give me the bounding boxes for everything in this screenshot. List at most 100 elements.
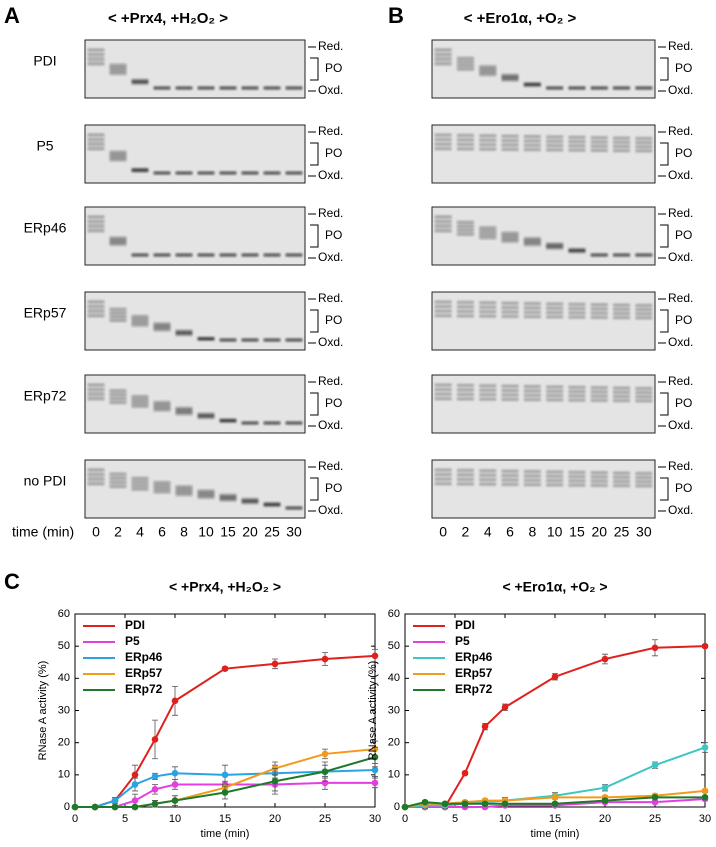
band [568,148,586,152]
lane [590,386,608,402]
data-point [171,781,179,788]
band [434,224,452,228]
band [109,240,127,244]
band [109,150,127,154]
lane [263,502,281,507]
band [590,311,608,315]
band [87,468,105,472]
lane [153,322,171,332]
band [479,314,497,318]
band [635,312,653,316]
band [87,397,105,401]
data-point [701,794,709,801]
band [590,398,608,402]
lane [219,338,237,342]
band [546,148,564,152]
band [546,246,564,250]
band [197,493,215,497]
band [109,318,127,322]
band [197,337,215,341]
band [197,491,215,495]
data-point [221,771,229,779]
gel [431,124,656,184]
band [590,140,608,144]
band [153,487,171,491]
legend-label: ERp57 [455,666,493,680]
lane [568,247,586,254]
band [635,253,653,257]
x-tick-label: 10 [499,813,511,825]
lane [501,73,519,82]
band [523,148,541,152]
time-tick: 6 [158,524,166,540]
band [153,322,171,326]
bracket [310,224,319,248]
time-tick: 8 [180,524,188,540]
band [635,476,653,480]
x-tick-label: 0 [72,813,78,825]
lane [523,384,541,402]
band [568,311,586,315]
band [131,398,149,402]
band [109,307,127,311]
band [568,398,586,402]
band-label: Oxd. [318,418,343,432]
band [153,86,171,90]
data-point [481,723,489,730]
lane [219,493,237,502]
data-point [371,779,379,787]
data-point [701,787,709,795]
band [131,320,149,324]
lane [285,421,303,425]
band [131,317,149,322]
band [456,309,474,314]
chart-title: < +Prx4, +H₂O₂ > [169,579,281,595]
lane [590,471,608,487]
panel-label: B [388,3,404,28]
band [87,304,105,309]
band [434,52,452,57]
band [479,134,497,138]
band [479,478,497,482]
band-label: Red. [318,374,343,388]
band [523,242,541,247]
band [197,495,215,499]
series-line [404,796,705,808]
band [523,384,541,389]
band [131,323,149,327]
x-tick-label: 15 [219,813,231,825]
band [501,469,519,473]
band-label: Red. [318,39,343,53]
lane [241,171,259,175]
data-point [131,797,139,804]
lane [523,134,541,152]
band-label: PO [675,396,692,410]
band-label: PO [675,146,692,160]
bracket [310,392,319,416]
band [479,305,497,309]
data-point [271,660,279,668]
band [590,475,608,479]
bracket [660,309,669,333]
band [635,149,653,153]
data-point [371,753,379,761]
band [87,48,105,52]
band [479,72,497,77]
band [153,171,171,175]
lane [590,253,608,257]
lane [153,253,171,257]
band [479,388,497,392]
lane [546,385,564,402]
band [479,229,497,233]
band [87,133,105,137]
gel-title: < +Prx4, +H₂O₂ > [108,10,228,27]
lane [197,336,215,341]
band [546,398,564,402]
band [434,477,452,481]
lane [635,471,653,488]
lane [501,469,519,487]
band [456,477,474,482]
band [456,383,474,387]
lane [613,303,631,320]
